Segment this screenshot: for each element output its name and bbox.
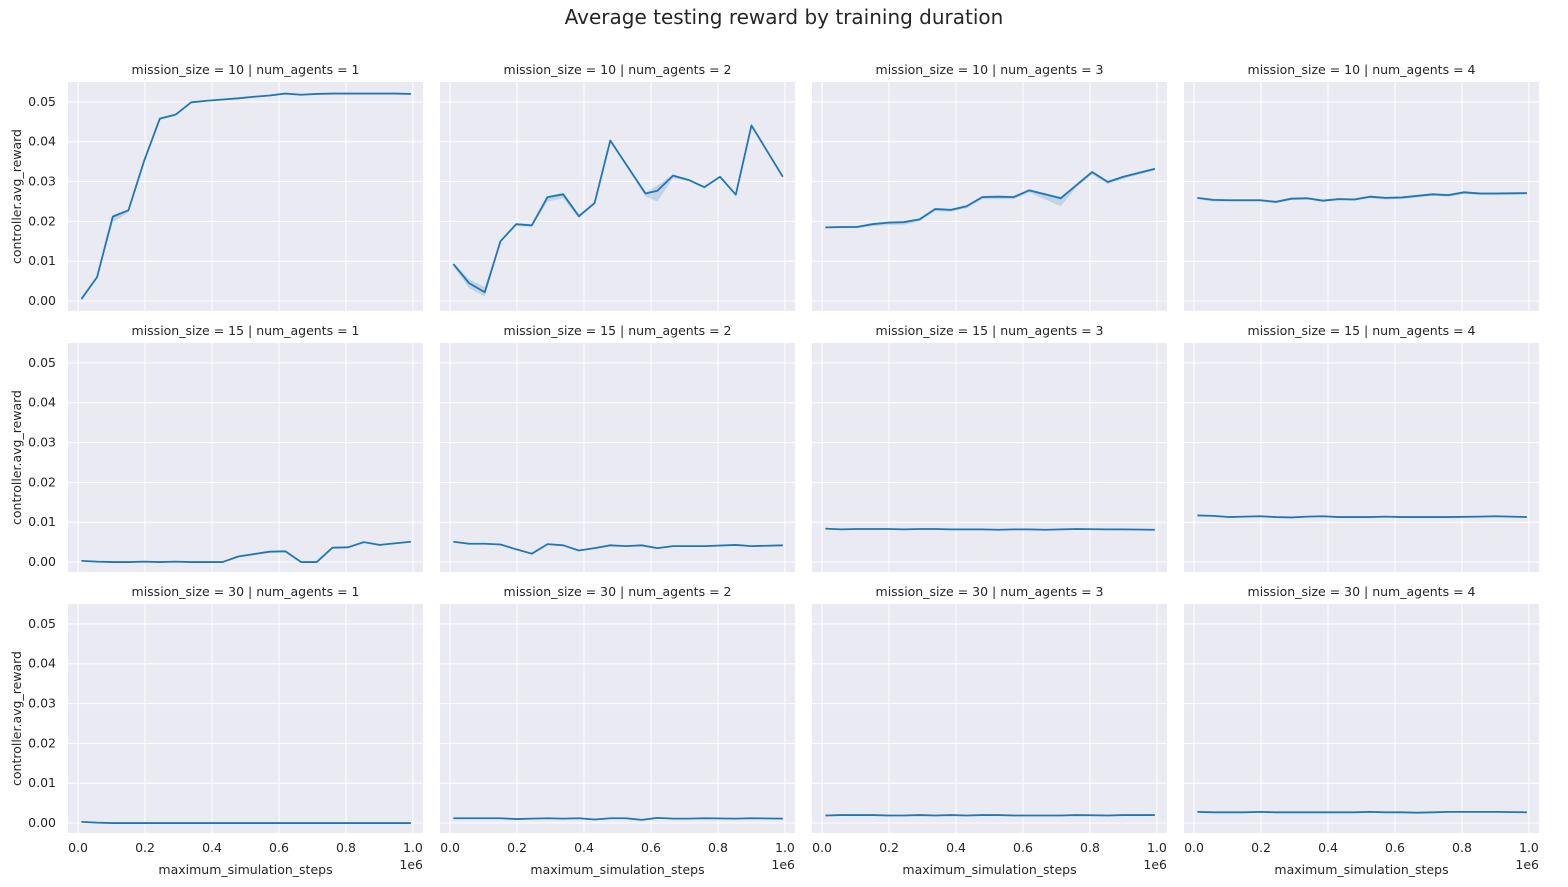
y-tick-label: 0.01 (28, 514, 56, 529)
panel-background (68, 604, 423, 833)
series-line (452, 124, 784, 294)
x-tick-label: 0.8 (1452, 840, 1472, 855)
panel-background (812, 604, 1167, 833)
x-tick-label: 0.2 (879, 840, 899, 855)
facet-title: mission_size = 15 | num_agents = 2 (504, 323, 732, 338)
series-line (1197, 191, 1527, 203)
y-tick-label: 0.01 (28, 775, 56, 790)
y-tick-label: 0.03 (28, 174, 56, 189)
y-tick-label: 0.01 (28, 253, 56, 268)
x-axis-label: maximum_simulation_steps (158, 862, 332, 877)
series-line (81, 820, 411, 824)
x-tick-label: 0.8 (336, 840, 356, 855)
series-line (453, 816, 783, 821)
facet-title: mission_size = 30 | num_agents = 1 (132, 584, 360, 599)
x-tick-label: 0.2 (1251, 840, 1271, 855)
series-line (1197, 810, 1527, 814)
panel-background (440, 82, 795, 311)
facet-title: mission_size = 10 | num_agents = 3 (876, 62, 1104, 77)
x-tick-label: 0.6 (1385, 840, 1405, 855)
panel-background (68, 82, 423, 311)
series-line (825, 167, 1156, 229)
x-tick-label: 1.0 (1147, 840, 1167, 855)
x-offset-label: 1e6 (399, 857, 423, 872)
y-tick-label: 0.05 (28, 94, 56, 109)
x-tick-label: 0.8 (708, 840, 728, 855)
panel-background (440, 604, 795, 833)
series-line (80, 92, 411, 300)
x-tick-label: 0.0 (1184, 840, 1204, 855)
y-tick-label: 0.02 (28, 213, 56, 228)
x-offset-label: 1e6 (1143, 857, 1167, 872)
x-tick-label: 0.2 (135, 840, 155, 855)
x-tick-label: 0.0 (812, 840, 832, 855)
x-tick-label: 0.6 (269, 840, 289, 855)
series-line (825, 527, 1155, 531)
x-axis-label: maximum_simulation_steps (902, 862, 1076, 877)
y-tick-label: 0.00 (28, 815, 56, 830)
facet-title: mission_size = 30 | num_agents = 2 (504, 584, 732, 599)
y-tick-label: 0.05 (28, 616, 56, 631)
x-tick-label: 0.4 (1318, 840, 1338, 855)
facet-title: mission_size = 10 | num_agents = 4 (1248, 62, 1476, 77)
x-tick-label: 1.0 (403, 840, 423, 855)
panel-background (1184, 604, 1539, 833)
y-tick-label: 0.00 (28, 293, 56, 308)
y-tick-label: 0.05 (28, 355, 56, 370)
series-line (81, 540, 411, 563)
panel-background (1184, 343, 1539, 572)
panel-background (440, 343, 795, 572)
y-axis-label: controller.avg_reward (9, 390, 24, 525)
y-tick-label: 0.03 (28, 696, 56, 711)
series-line (453, 540, 783, 555)
facet-title: mission_size = 30 | num_agents = 3 (876, 584, 1104, 599)
facet-title: mission_size = 15 | num_agents = 1 (132, 323, 360, 338)
y-tick-label: 0.04 (28, 395, 56, 410)
x-tick-label: 0.4 (946, 840, 966, 855)
x-tick-label: 1.0 (775, 840, 795, 855)
y-tick-label: 0.00 (28, 554, 56, 569)
facet-title: mission_size = 10 | num_agents = 2 (504, 62, 732, 77)
x-offset-label: 1e6 (771, 857, 795, 872)
x-tick-label: 0.8 (1080, 840, 1100, 855)
confidence-band (825, 167, 1155, 229)
x-tick-label: 0.4 (574, 840, 594, 855)
panel-background (1184, 82, 1539, 311)
series-line (1197, 514, 1527, 519)
facet-title: mission_size = 30 | num_agents = 4 (1248, 584, 1476, 599)
y-tick-label: 0.04 (28, 656, 56, 671)
facet-title: mission_size = 10 | num_agents = 1 (132, 62, 360, 77)
facet-title: mission_size = 15 | num_agents = 3 (876, 323, 1104, 338)
y-axis-label: controller.avg_reward (9, 129, 24, 264)
panel-background (68, 343, 423, 572)
x-axis-label: maximum_simulation_steps (530, 862, 704, 877)
chart-title: Average testing reward by training durat… (564, 5, 1004, 29)
panel-background (812, 343, 1167, 572)
x-tick-label: 1.0 (1519, 840, 1539, 855)
x-tick-label: 0.6 (641, 840, 661, 855)
y-axis-label: controller.avg_reward (9, 651, 24, 786)
x-tick-label: 0.2 (507, 840, 527, 855)
facet-title: mission_size = 15 | num_agents = 4 (1248, 323, 1476, 338)
x-tick-label: 0.6 (1013, 840, 1033, 855)
y-tick-label: 0.04 (28, 134, 56, 149)
y-tick-label: 0.02 (28, 474, 56, 489)
x-axis-label: maximum_simulation_steps (1274, 862, 1448, 877)
x-tick-label: 0.4 (202, 840, 222, 855)
x-offset-label: 1e6 (1515, 857, 1539, 872)
y-tick-label: 0.02 (28, 735, 56, 750)
x-tick-label: 0.0 (68, 840, 88, 855)
y-tick-label: 0.03 (28, 435, 56, 450)
x-tick-label: 0.0 (440, 840, 460, 855)
